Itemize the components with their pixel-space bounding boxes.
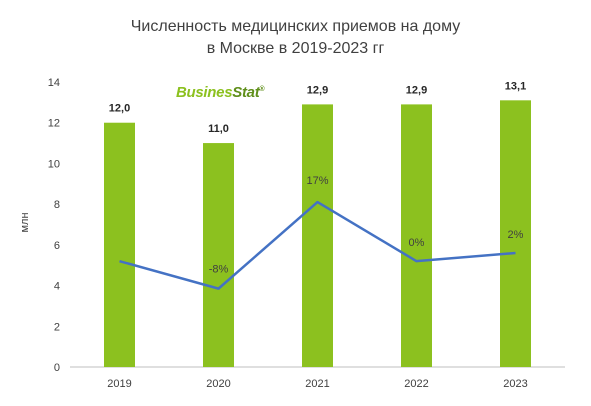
logo-registered-mark: ® — [259, 86, 265, 93]
bar — [302, 104, 333, 368]
logo-part-2: Stat — [232, 84, 260, 101]
growth-label: 2% — [508, 229, 524, 241]
y-tick-label: 0 — [54, 362, 60, 374]
bar — [104, 122, 135, 367]
y-tick-label: 10 — [48, 158, 60, 170]
y-tick-label: 8 — [54, 199, 60, 211]
chart-title-line-2: в Москве в 2019-2023 гг — [206, 40, 385, 57]
bar-value-label: 13,1 — [505, 80, 526, 92]
y-tick-label: 2 — [54, 321, 60, 333]
x-tick-label: 2022 — [404, 378, 428, 390]
bar — [401, 104, 432, 368]
x-tick-label: 2019 — [107, 378, 131, 390]
bar — [203, 143, 234, 367]
growth-line — [119, 200, 516, 290]
y-tick-label: 12 — [48, 118, 60, 130]
growth-label: 0% — [409, 237, 425, 249]
businesstat-logo: BusinesStat® — [176, 84, 265, 101]
growth-label: 17% — [306, 175, 328, 187]
y-tick-label: 4 — [54, 281, 60, 293]
y-tick-label: 6 — [54, 240, 60, 252]
x-tick-label: 2020 — [206, 378, 230, 390]
bar-value-label: 12,9 — [406, 84, 427, 96]
growth-label: -8% — [209, 264, 229, 276]
bar-value-label: 12,0 — [109, 103, 130, 115]
logo-part-1: Busines — [176, 84, 233, 101]
bar-value-label: 12,9 — [307, 84, 328, 96]
bar-value-label: 11,0 — [208, 123, 229, 135]
y-tick-label: 14 — [48, 77, 60, 89]
x-tick-label: 2023 — [503, 378, 527, 390]
chart-title-line-1: Численность медицинских приемов на дому — [130, 18, 461, 35]
bar — [500, 100, 531, 368]
x-tick-label: 2021 — [305, 378, 329, 390]
y-axis-label: млн — [19, 212, 31, 232]
